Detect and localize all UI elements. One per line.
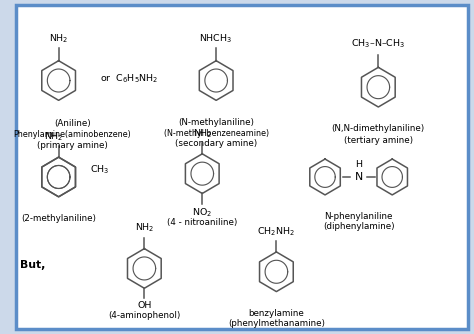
Text: (N-methylaniline): (N-methylaniline) xyxy=(178,118,254,127)
Text: (phenylmethanamine): (phenylmethanamine) xyxy=(228,319,325,328)
Text: (tertiary amine): (tertiary amine) xyxy=(344,136,413,145)
Text: benzylamine: benzylamine xyxy=(248,309,304,318)
Text: OH: OH xyxy=(137,301,152,310)
Text: N: N xyxy=(355,172,363,182)
Text: (4-aminophenol): (4-aminophenol) xyxy=(108,311,181,320)
Text: Phenylamine(aminobenzene): Phenylamine(aminobenzene) xyxy=(14,130,131,139)
Text: But,: But, xyxy=(20,260,46,270)
Text: (Aniline): (Aniline) xyxy=(54,119,91,128)
Text: CH$_3$–N–CH$_3$: CH$_3$–N–CH$_3$ xyxy=(351,37,406,50)
Text: N-phenylaniline: N-phenylaniline xyxy=(324,212,393,221)
Text: CH$_2$NH$_2$: CH$_2$NH$_2$ xyxy=(257,225,295,238)
Text: (2-methylaniline): (2-methylaniline) xyxy=(21,214,96,223)
Text: (N-methyl benzeneamine): (N-methyl benzeneamine) xyxy=(164,129,269,138)
Text: NO$_2$: NO$_2$ xyxy=(192,206,212,219)
Text: NHCH$_3$: NHCH$_3$ xyxy=(200,32,233,45)
Text: or  C$_6$H$_5$NH$_2$: or C$_6$H$_5$NH$_2$ xyxy=(100,72,158,85)
Text: NH$_2$: NH$_2$ xyxy=(135,222,154,234)
Text: NH$_2$: NH$_2$ xyxy=(44,131,64,143)
Text: (4 - nitroaniline): (4 - nitroaniline) xyxy=(167,218,237,227)
Text: NH$_2$: NH$_2$ xyxy=(192,127,212,140)
Text: H: H xyxy=(355,160,362,169)
Text: (secondary amine): (secondary amine) xyxy=(175,139,257,148)
Text: (primary amine): (primary amine) xyxy=(37,141,108,150)
FancyBboxPatch shape xyxy=(16,5,468,329)
Text: (N,N-dimethylaniline): (N,N-dimethylaniline) xyxy=(332,124,425,133)
Text: CH$_3$: CH$_3$ xyxy=(90,164,109,176)
Text: (diphenylamine): (diphenylamine) xyxy=(323,222,394,231)
Text: NH$_2$: NH$_2$ xyxy=(49,32,68,45)
